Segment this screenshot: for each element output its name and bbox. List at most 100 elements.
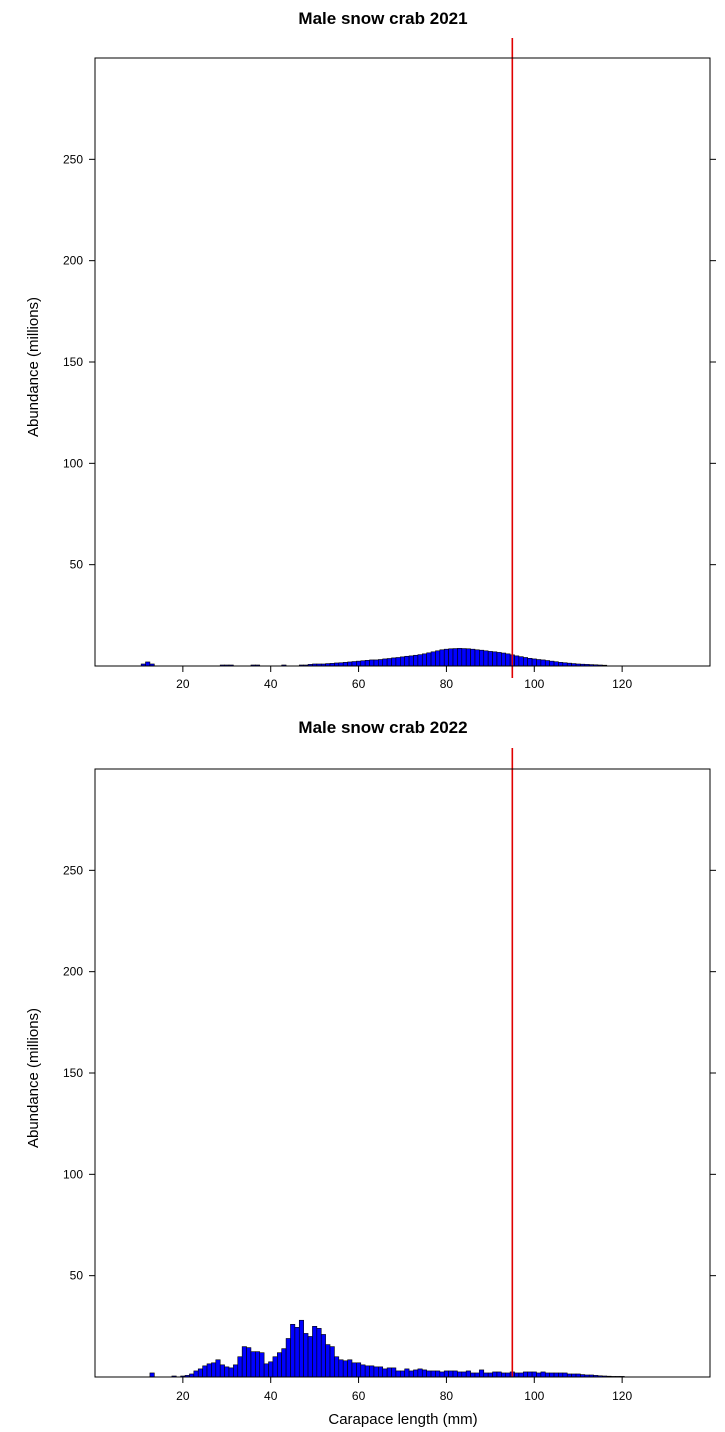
x-tick-label: 80 [440,1389,454,1403]
histogram-bar [505,653,511,667]
histogram-bar [360,660,366,667]
chart-title-2022: Male snow crab 2022 [298,718,467,737]
histogram-bar [553,1372,559,1378]
histogram-bar [303,1333,309,1378]
histogram-bar [514,655,520,667]
x-axis-label-2022: Carapace length (mm) [328,1411,477,1428]
x-tick-label: 60 [352,677,366,691]
histogram-bar [430,651,436,667]
histogram-bar [518,1372,524,1378]
histogram-bar [360,1364,366,1378]
histogram-bar [448,648,454,667]
histogram-bar [413,654,419,667]
histogram-bar [325,1344,331,1378]
bars-2021 [140,648,608,667]
histogram-bar [470,1372,476,1378]
histogram-bar [378,659,384,667]
histogram-bar [461,648,467,667]
ticks-2022: 20 40 60 80 100 120 50 100 150 200 250 [63,863,716,1403]
histogram-bar [426,652,432,667]
x-tick-label: 120 [612,677,632,691]
histogram-bar [439,649,445,667]
y-tick-label: 200 [63,254,83,268]
histogram-bar [369,1365,375,1378]
histogram-bar [562,1372,568,1378]
histogram-bar [386,1367,392,1378]
histogram-bar [347,661,353,667]
histogram-bar [259,1352,265,1378]
histogram-bar [452,648,458,667]
y-tick-label: 100 [63,1167,83,1181]
histogram-bar [540,1371,546,1378]
histogram-bar [522,657,528,667]
x-tick-label: 60 [352,1389,366,1403]
histogram-bar [224,1366,230,1378]
histogram-bar [457,1371,463,1378]
histogram-bar [307,1336,313,1378]
panel-2021: 20 40 60 80 100 120 50 100 150 200 250 Male snow c… [25,9,716,691]
histogram-bar [443,1370,449,1378]
histogram-bar [233,1364,239,1378]
histogram-bar [426,1370,432,1378]
histogram-bar [347,1359,353,1378]
y-tick-label: 200 [63,965,83,979]
histogram-bar [149,1372,155,1378]
y-axis-label-2022: Abundance (millions) [25,1008,42,1148]
histogram-bar [329,1346,335,1378]
histogram-bar [544,660,550,667]
histogram-bar [479,649,485,667]
histogram-bar [457,648,463,667]
histogram-bar [413,1369,419,1378]
y-tick-label: 100 [63,456,83,470]
histogram-bar [518,656,524,667]
histogram-bar [272,1356,278,1378]
histogram-bar [549,660,555,667]
histogram-bar [470,648,476,667]
histogram-bar [391,1367,397,1378]
histogram-bar [373,659,379,667]
x-tick-label: 40 [264,1389,278,1403]
histogram-bar [443,648,449,667]
histogram-bar [378,1366,384,1378]
histogram-bar [145,661,151,667]
histogram-bar [250,1351,256,1378]
histogram-bar [255,1351,261,1378]
histogram-bar [290,1324,296,1378]
y-axis-label-2021: Abundance (millions) [25,297,42,437]
histogram-bar [215,1359,221,1378]
histogram-bar [527,1371,533,1378]
histogram-bar [351,1362,357,1378]
histogram-bar [342,1360,348,1378]
histogram-bar [364,1365,370,1378]
histogram-bar [399,1370,405,1378]
histogram-bar [369,659,375,667]
histogram-bar [395,657,401,667]
histogram-bar [404,1368,410,1378]
panel-2022: 20 40 60 80 100 120 50 100 150 200 250 Male snow c… [25,718,716,1428]
histogram-bar [320,1334,326,1378]
histogram-bar [312,1326,318,1378]
histogram-bar [448,1370,454,1378]
histogram-bar [382,658,388,667]
histogram-bar [356,1362,362,1378]
histogram-bar [241,1346,247,1378]
x-tick-label: 120 [612,1389,632,1403]
histogram-bar [527,657,533,667]
histogram-bar [382,1368,388,1378]
histogram-bar [246,1347,252,1378]
histogram-bar [531,1371,537,1378]
histogram-bar [285,1338,291,1378]
histogram-bar [553,661,559,667]
histogram-bar [219,1364,225,1378]
x-tick-label: 100 [524,677,544,691]
histogram-bar [268,1361,274,1378]
histogram-bar [417,1368,423,1378]
histogram-bar [202,1365,208,1378]
x-tick-label: 20 [176,1389,190,1403]
histogram-bar [276,1352,282,1378]
histogram-bar [211,1362,217,1378]
histogram-bar [452,1370,458,1378]
histogram-bar [558,662,564,667]
